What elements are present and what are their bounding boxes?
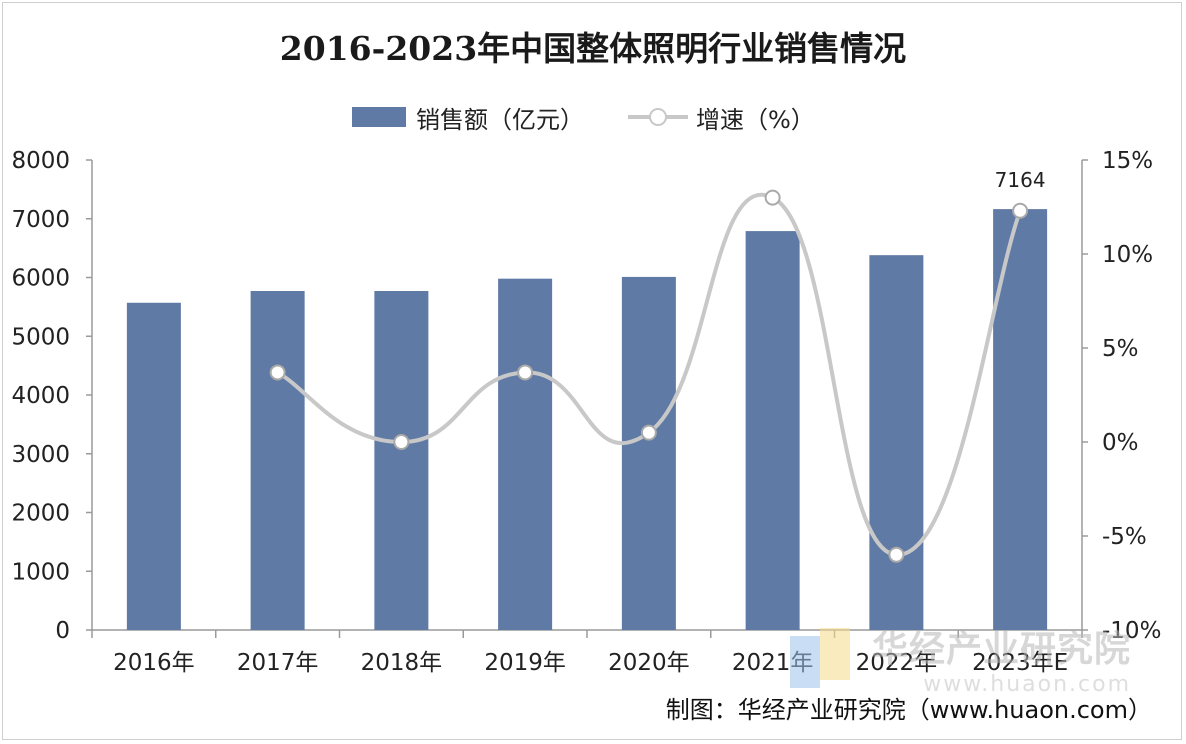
y-right-tick-label: -10% (1102, 618, 1161, 644)
y-left-tick-label: 8000 (11, 148, 70, 174)
y-left-tick-label: 6000 (11, 266, 70, 292)
y-right-tick-label: 10% (1102, 242, 1153, 268)
source-note: 制图：华经产业研究院（www.huaon.com） (665, 696, 1152, 724)
chart-title: 2016-2023年中国整体照明行业销售情况 (279, 29, 907, 68)
bar (250, 291, 305, 630)
bar (993, 209, 1048, 631)
y-left-tick-label: 0 (55, 618, 70, 644)
growth-point (269, 364, 286, 381)
growth-point (517, 364, 534, 381)
y-right-tick-label: 5% (1102, 336, 1139, 362)
growth-line (276, 192, 1023, 557)
watermark: 华经产业研究院 www.huaon.com (790, 628, 1131, 697)
watermark-url: www.huaon.com (923, 672, 1132, 697)
bar (869, 255, 924, 631)
y-left-tick-label: 2000 (11, 501, 70, 527)
y-right-tick-label: 0% (1102, 430, 1139, 456)
bar (374, 291, 429, 630)
growth-point (888, 546, 905, 563)
bar (621, 276, 676, 630)
legend-bar-swatch (352, 107, 406, 127)
watermark-logo-icon (790, 628, 856, 694)
x-tick-label: 2022年 (856, 650, 938, 676)
y-left-tick-label: 1000 (11, 559, 70, 585)
x-tick-label: 2019年 (484, 650, 566, 676)
x-tick-label: 2016年 (113, 650, 195, 676)
growth-point (640, 424, 657, 441)
bar (498, 278, 553, 630)
axes: 0 1000 2000 3000 4000 5000 6000 7000 8000 -10% -5%… (11, 148, 1161, 676)
y-right-tick-label: 15% (1102, 148, 1153, 174)
y-left-tick-label: 3000 (11, 442, 70, 468)
y-left-tick-label: 4000 (11, 383, 70, 409)
x-tick-label: 2023年E (972, 650, 1068, 676)
bars-layer (126, 209, 1048, 631)
growth-line-layer (269, 189, 1029, 563)
growth-point (393, 434, 410, 450)
x-tick-label: 2017年 (237, 650, 319, 676)
bar-data-label: 7164 (995, 168, 1046, 192)
legend-line-swatch (628, 107, 688, 127)
x-tick-label: 2020年 (608, 650, 690, 676)
legend-bar-label: 销售额（亿元） (416, 105, 584, 134)
y-left-tick-label: 5000 (11, 324, 70, 350)
watermark-name: 华经产业研究院 (872, 629, 1132, 670)
bar (745, 231, 800, 630)
labels-layer: 7164 (995, 168, 1046, 192)
bar (126, 302, 181, 630)
y-left-tick-label: 7000 (11, 207, 70, 233)
y-right-tick-label: -5% (1102, 524, 1147, 550)
chart-legend: 销售额（亿元） 增速（%） (352, 100, 815, 134)
legend-line-label: 增速（%） (696, 105, 815, 134)
x-tick-label: 2018年 (361, 650, 443, 676)
growth-point (764, 189, 781, 206)
growth-point (1012, 202, 1029, 219)
